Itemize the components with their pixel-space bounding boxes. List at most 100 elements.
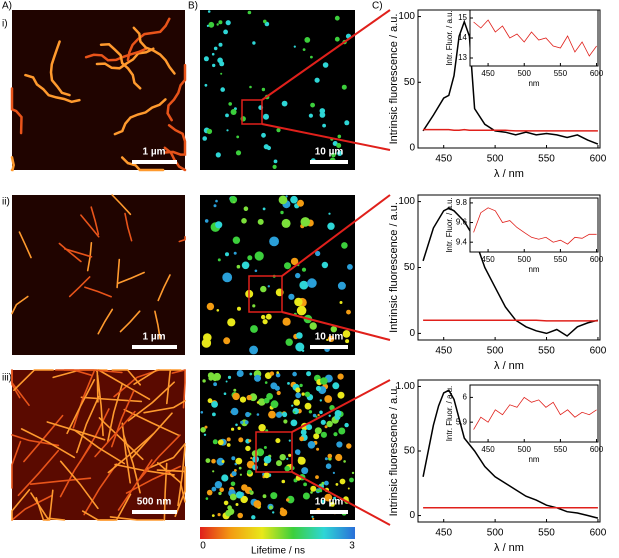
flim-spot [341, 84, 347, 90]
flim-spot [220, 87, 225, 92]
flim-spot [227, 318, 236, 327]
flim-spot [215, 152, 221, 158]
scale-bar [310, 510, 348, 514]
flim-spot [304, 402, 312, 410]
flim-spot [263, 446, 267, 449]
flim-spot [211, 514, 215, 517]
flim-spot [232, 392, 240, 401]
y-axis-label: Intr. Fluor. / a.u. [445, 197, 454, 253]
flim-spot [349, 477, 354, 483]
x-tick-label: 550 [538, 346, 555, 357]
flim-spot [211, 458, 216, 464]
fibril [127, 381, 175, 422]
x-tick-label: 550 [554, 69, 568, 78]
flim-spot [346, 443, 352, 449]
flim-spot [324, 395, 333, 403]
fibril [154, 310, 161, 340]
flim-spot [225, 20, 231, 26]
flim-spot [326, 338, 329, 341]
flim-spot [260, 285, 267, 293]
flim-spot [331, 152, 336, 158]
fibril [24, 73, 81, 104]
data-line [423, 128, 598, 132]
fibril [111, 390, 135, 448]
flim-spot [272, 511, 275, 514]
scale-bar [132, 345, 177, 349]
flim-spot [222, 272, 233, 283]
flim-spot [276, 460, 282, 467]
fibril [157, 274, 171, 302]
fibril [46, 489, 54, 521]
flim-spot [205, 497, 209, 500]
flim-spot [240, 495, 248, 504]
y-tick-label: 14 [458, 33, 467, 42]
flim-spot [251, 515, 256, 520]
flim-spot [212, 412, 216, 417]
data-line [473, 396, 597, 430]
fibril [76, 395, 100, 454]
x-tick-label: 600 [590, 154, 607, 165]
scale-bar [310, 160, 348, 164]
flim-spot [295, 272, 301, 279]
flim-spot [293, 411, 296, 414]
flim-spot [282, 411, 288, 418]
y-tick-label: 9.8 [456, 198, 468, 207]
plot-frame [469, 384, 599, 443]
y-tick-label: 50 [404, 262, 416, 273]
flim-spot [213, 382, 218, 387]
flim-spot [229, 196, 238, 204]
flim-spot [249, 85, 252, 89]
flim-spot [269, 505, 273, 510]
flim-spot [308, 410, 313, 414]
x-axis-label: λ / nm [494, 360, 524, 372]
y-axis-label: Intr. Fluor. / a.u. [445, 10, 454, 66]
fibril [11, 494, 53, 521]
fibril [81, 510, 115, 521]
fibril [116, 258, 121, 289]
zoom-box [248, 275, 283, 313]
fibril [111, 369, 141, 386]
flim-spot [230, 109, 237, 115]
flim-spot [245, 445, 251, 452]
fibril [174, 466, 186, 518]
flim-spot [261, 314, 266, 320]
x-axis-label: λ / nm [494, 168, 524, 180]
y-tick-label: 0 [409, 510, 415, 521]
y-tick-label: 0 [409, 328, 415, 339]
afm-image [12, 195, 185, 355]
fibril [106, 382, 124, 443]
flim-spot [295, 342, 305, 352]
flim-spot [288, 293, 295, 300]
x-axis-label: nm [528, 265, 539, 274]
flim-spot [208, 21, 215, 28]
fibril [119, 310, 141, 333]
flim-spot [319, 410, 323, 415]
inset-bg [470, 198, 598, 252]
flim-spot [279, 454, 286, 461]
x-tick-label: 450 [435, 528, 452, 539]
flim-spot [285, 338, 293, 346]
fibril [20, 428, 76, 459]
flim-spot [284, 465, 291, 472]
flim-spot [324, 493, 333, 502]
flim-spot [207, 10, 211, 13]
data-line [473, 19, 597, 57]
flim-spot [319, 483, 323, 486]
flim-spot [284, 262, 291, 270]
flim-spot [268, 410, 276, 419]
flim-spot [250, 325, 258, 333]
fibril [23, 414, 64, 463]
flim-spot [334, 36, 340, 42]
x-tick-label: 450 [435, 154, 452, 165]
fibril [29, 477, 92, 485]
zoom-line [291, 379, 391, 433]
x-axis-label: λ / nm [494, 542, 524, 554]
fibril [59, 444, 92, 498]
zoom-line [261, 9, 391, 101]
fibril [111, 194, 132, 216]
y-tick-label: 9.6 [456, 218, 468, 227]
fibril [133, 369, 182, 385]
flim-spot [203, 56, 209, 62]
fibril [113, 98, 167, 136]
